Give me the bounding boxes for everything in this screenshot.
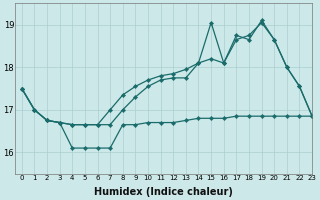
X-axis label: Humidex (Indice chaleur): Humidex (Indice chaleur)	[94, 187, 233, 197]
